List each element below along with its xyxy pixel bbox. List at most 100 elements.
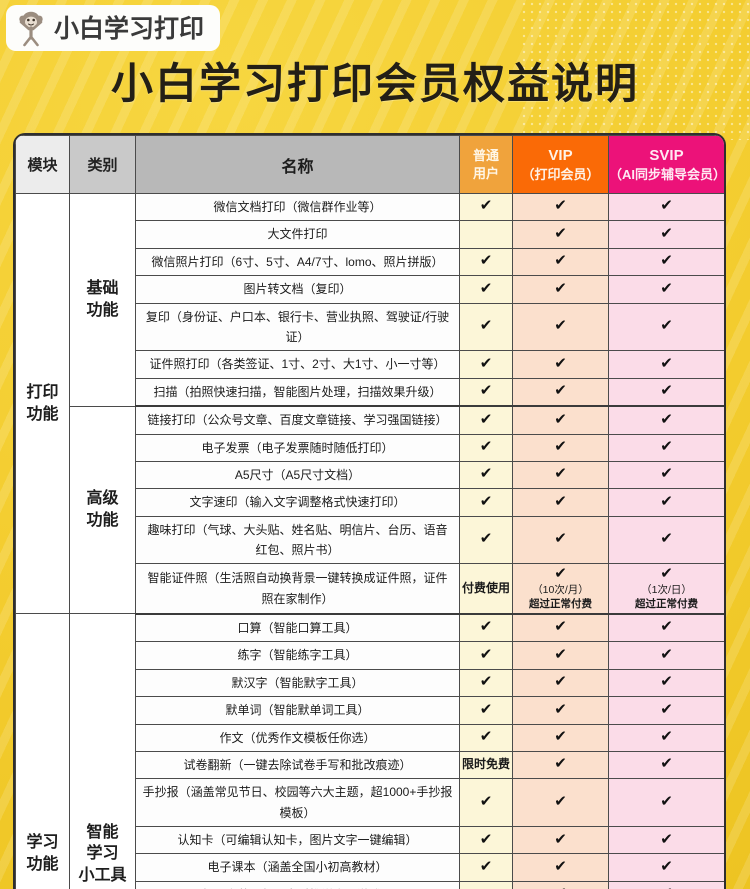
col-header-svip-sub: （AI同步辅导会员） (609, 166, 726, 182)
cell-text: 付费使用 (461, 580, 510, 595)
col-header-name: 名称 (135, 135, 460, 194)
col-header-svip: SVIP （AI同步辅导会员） (608, 135, 726, 194)
benefits-table: 模块 类别 名称 普通 用户 VIP （打印会员） SVIP （AI同步辅导会员… (15, 135, 726, 889)
check-icon: ✔ (660, 252, 673, 270)
cell-free-user: ✔ (459, 641, 513, 670)
table-row: 默单词（智能默单词工具） ✔ ✔ ✔ (16, 696, 724, 725)
col-header-module: 模块 (15, 135, 70, 194)
check-icon: ✔ (554, 564, 567, 582)
table-row: 电子发票（电子发票随时随低打印） ✔ ✔ ✔ (16, 433, 724, 462)
table-row: 高级 功能 链接打印（公众号文章、百度文章链接、学习强国链接） ✔ ✔ ✔ (16, 405, 724, 615)
cell-free-user: ✔ (459, 405, 513, 435)
cell-note-quota: （10次/月） (532, 584, 589, 597)
check-icon: ✔ (660, 354, 673, 372)
cell-vip: ✔ (512, 350, 609, 379)
cell-svip: ✔ (608, 641, 724, 670)
table-row: 作文（优秀作文模板任你选） ✔ ✔ ✔ (16, 723, 724, 752)
check-icon: ✔ (660, 673, 673, 691)
table-head: 模块 类别 名称 普通 用户 VIP （打印会员） SVIP （AI同步辅导会员… (15, 135, 726, 194)
table-row: 练字（智能练字工具） ✔ ✔ ✔ (16, 641, 724, 670)
check-icon: ✔ (554, 197, 567, 215)
feature-name: 扫描（拍照快速扫描，智能图片处理，扫描效果升级） (135, 377, 460, 408)
check-icon: ✔ (660, 645, 673, 663)
cell-svip: ✔ (608, 778, 724, 828)
table-row: 打印 功能 基础 功能 微信文档打印（微信群作业等） ✔ ✔ ✔ (15, 192, 724, 615)
check-icon: ✔ (479, 465, 493, 483)
cell-vip: ✔ (512, 668, 609, 698)
cell-svip: ✔ (608, 247, 724, 277)
check-icon: ✔ (554, 382, 567, 400)
check-icon: ✔ (660, 857, 673, 875)
col-header-free-main: 普通 (472, 147, 499, 163)
cell-svip: ✔ (608, 275, 724, 304)
cell-free-user: 限时免费 (459, 750, 513, 780)
check-icon: ✔ (554, 830, 567, 848)
check-icon: ✔ (660, 700, 673, 718)
check-icon: ✔ (660, 437, 673, 455)
cell-free-user: ✔ (459, 723, 513, 752)
cell-free-user: ✔ (459, 460, 513, 490)
table-row: A5尺寸（A5尺寸文档） ✔ ✔ ✔ (16, 460, 724, 490)
cell-svip: ✔ (608, 405, 724, 435)
check-icon: ✔ (660, 830, 673, 848)
check-icon: ✔ (479, 673, 493, 691)
cell-vip: ✔ (512, 778, 609, 828)
check-icon: ✔ (554, 437, 567, 455)
check-icon: ✔ (660, 886, 673, 889)
cell-vip: ✔ (512, 405, 609, 435)
check-icon: ✔ (660, 465, 673, 483)
cell-vip: ✔ （10次/月） 超过正常付费 (512, 563, 609, 615)
cell-svip: ✔ (608, 220, 724, 249)
cell-free-user: ✔ (459, 247, 513, 277)
check-icon: ✔ (554, 792, 567, 810)
table-row: 证件照打印（各类签证、1寸、2寸、大1寸、小一寸等） ✔ ✔ ✔ (16, 350, 724, 379)
check-icon: ✔ (660, 530, 673, 548)
cell-free-user: ✔ (459, 488, 513, 517)
cell-vip: ✔ (512, 826, 609, 855)
cell-svip: ✔ (608, 460, 724, 490)
check-icon: ✔ (554, 465, 567, 483)
check-icon: ✔ (660, 382, 673, 400)
check-icon: ✔ (554, 700, 567, 718)
cell-vip: ✔ (512, 377, 609, 408)
col-header-vip-main: VIP (548, 146, 573, 164)
cell-svip: ✔ (608, 302, 724, 352)
feature-name: 大文件打印 (135, 220, 460, 249)
cell-svip: ✔ (608, 350, 724, 379)
check-icon: ✔ (554, 755, 567, 773)
table-row: 默汉字（智能默字工具） ✔ ✔ ✔ (16, 668, 724, 698)
check-icon: ✔ (554, 224, 567, 242)
category-label-1-1: 基础 功能 (69, 193, 136, 407)
cell-free-user: 付费使用 (459, 563, 513, 615)
check-icon: ✔ (554, 410, 567, 428)
category-label-1-2: 高级 功能 (69, 405, 136, 615)
cell-free-user: ✔ (459, 302, 513, 352)
table-row: 扫描（拍照快速扫描，智能图片处理，扫描效果升级） ✔ ✔ ✔ (16, 377, 724, 408)
check-icon: ✔ (479, 645, 493, 663)
feature-name: 链接打印（公众号文章、百度文章链接、学习强国链接） (135, 405, 460, 435)
feature-name: 智能证件照（生活照自动换背景一键转换成证件照，证件照在家制作） (135, 563, 460, 615)
feature-name: 口算（智能口算工具） (135, 613, 460, 643)
feature-name: 趣味打印（气球、大头贴、姓名贴、明信片、台历、语音红包、照片书） (135, 515, 460, 565)
check-icon: ✔ (479, 382, 493, 400)
feature-name: 证件照打印（各类签证、1寸、2寸、大1寸、小一寸等） (135, 350, 460, 379)
cell-free-user: ✔ (459, 778, 513, 828)
cell-vip: ✔ (512, 696, 609, 725)
check-icon: ✔ (660, 792, 673, 810)
check-icon: ✔ (479, 530, 493, 548)
check-icon: ✔ (479, 354, 493, 372)
check-icon: ✔ (479, 279, 493, 297)
module-label-2: 学习 功能 (15, 613, 70, 889)
check-icon: ✔ (554, 857, 567, 875)
cell-free-user: ✔ (459, 515, 513, 565)
cell-svip: ✔ (608, 750, 724, 780)
check-icon: ✔ (660, 755, 673, 773)
check-icon: ✔ (660, 564, 673, 582)
check-icon: ✔ (479, 252, 493, 270)
module-label-1: 打印 功能 (15, 192, 70, 615)
cell-svip: ✔ (608, 723, 724, 752)
check-icon: ✔ (554, 886, 567, 889)
check-icon: ✔ (479, 437, 493, 455)
check-icon: ✔ (554, 317, 567, 335)
